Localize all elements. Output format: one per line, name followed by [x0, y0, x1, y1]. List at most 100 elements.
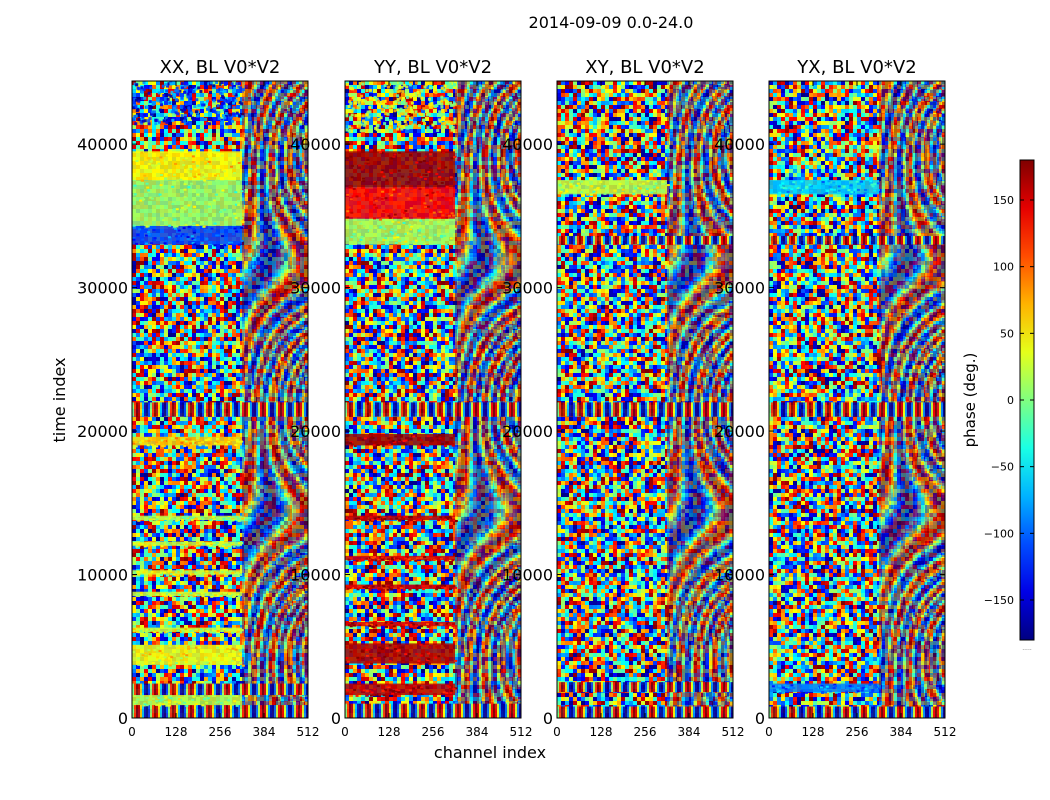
colorbar: −150 −100 −50 0 50 100 150 phase (deg.).....: [961, 159, 1035, 652]
x-tick-label: 512: [722, 725, 745, 739]
colorbar-tick-label: 150: [993, 194, 1014, 207]
panel-4: YX, BL V0*V2 0 128 256 384 512 0 10000 20000 3000…: [714, 57, 956, 739]
y-tick-label: 30000: [290, 279, 341, 298]
feature-fringe: [769, 235, 945, 245]
feature-band: [769, 179, 880, 196]
y-tick-label: 0: [331, 709, 341, 728]
feature-band: [345, 555, 455, 563]
x-tick-label: 128: [590, 725, 613, 739]
x-tick-label: 0: [553, 725, 561, 739]
feature-fringe: [557, 235, 733, 245]
y-tick-label: 20000: [290, 422, 341, 441]
y-tick-label: 30000: [502, 279, 553, 298]
feature-fringe: [345, 703, 521, 718]
feature-noise: [132, 81, 245, 126]
feature-band: [132, 541, 244, 548]
y-tick-label: 0: [755, 709, 765, 728]
y-tick-label: 10000: [502, 566, 553, 585]
x-tick-label: 384: [678, 725, 701, 739]
phase-image: [132, 81, 308, 718]
x-tick-label: 512: [934, 725, 957, 739]
colorbar-tick-label: −150: [984, 594, 1014, 607]
y-tick-label: 10000: [290, 566, 341, 585]
feature-fringe: [557, 682, 733, 693]
feature-fringe: [769, 402, 945, 417]
feature-fringe: [132, 683, 308, 696]
colorbar-tick-label: 100: [993, 261, 1014, 274]
x-tick-label: 256: [209, 725, 232, 739]
y-tick-label: 40000: [714, 135, 765, 154]
feature-band: [132, 151, 242, 182]
y-tick-label: 40000: [77, 135, 128, 154]
panel-2: YY, BL V0*V2 0 128 256 384 512 0 10000 20000 3000…: [290, 57, 532, 739]
panel-3: XY, BL V0*V2 0 128 256 384 512 0 10000 20000 3000…: [502, 57, 744, 739]
feature-band: [132, 644, 245, 667]
feature-fringe: [132, 705, 308, 718]
feature-band: [345, 515, 458, 522]
feature-band: [345, 643, 458, 666]
x-tick-label: 256: [634, 725, 657, 739]
x-tick-label: 256: [422, 725, 445, 739]
feature-band: [132, 436, 243, 448]
x-tick-label: 384: [466, 725, 489, 739]
feature-band: [132, 570, 243, 577]
feature-band: [345, 151, 457, 189]
feature-band: [132, 627, 244, 634]
feature-noise: [345, 81, 458, 133]
colorbar-tick-label: −100: [984, 527, 1014, 540]
feature-band: [132, 695, 242, 707]
figure-title: 2014-09-09 0.0-24.0: [529, 13, 694, 32]
y-tick-label: 0: [118, 709, 128, 728]
feature-band: [557, 179, 670, 197]
feature-band: [345, 218, 457, 246]
panel-title: YY, BL V0*V2: [373, 57, 492, 78]
feature-band: [345, 683, 458, 697]
phase-image: [345, 81, 521, 718]
feature-band: [132, 225, 244, 247]
feature-band: [132, 179, 245, 228]
colorbar-tick-label: −50: [991, 461, 1014, 474]
x-tick-label: 128: [165, 725, 188, 739]
x-tick-label: 384: [253, 725, 276, 739]
x-axis-label: channel index: [434, 743, 546, 762]
x-tick-label: 128: [802, 725, 825, 739]
feature-band: [769, 683, 881, 695]
y-tick-label: 40000: [502, 135, 553, 154]
panel-1: XX, BL V0*V2 0 128 256 384 512 0 10000 20000 3000…: [77, 57, 319, 739]
x-tick-label: 0: [765, 725, 773, 739]
x-tick-label: 384: [890, 725, 913, 739]
feature-band: [132, 515, 245, 522]
panels: XX, BL V0*V2 0 128 256 384 512 0 10000 20000 3000…: [77, 57, 956, 739]
x-tick-label: 256: [846, 725, 869, 739]
phase-image: [769, 81, 945, 718]
x-tick-label: 0: [128, 725, 136, 739]
feature-band: [345, 433, 455, 448]
y-tick-label: 20000: [77, 422, 128, 441]
feature-fringe: [769, 706, 945, 718]
y-tick-label: 20000: [502, 422, 553, 441]
x-tick-label: 128: [378, 725, 401, 739]
x-tick-label: 512: [510, 725, 533, 739]
feature-fringe: [557, 402, 733, 417]
y-axis-label: time index: [50, 357, 69, 442]
feature-band: [345, 621, 456, 629]
feature-band: [345, 187, 456, 221]
panel-title: XY, BL V0*V2: [585, 57, 704, 78]
phase-image: [557, 81, 733, 718]
feature-band: [345, 584, 458, 591]
y-tick-label: 30000: [77, 279, 128, 298]
x-tick-label: 0: [341, 725, 349, 739]
feature-band: [132, 591, 242, 598]
colorbar-label: phase (deg.): [961, 353, 979, 448]
feature-fringe: [557, 706, 733, 718]
colorbar-tick-label: 50: [1000, 327, 1014, 340]
colorbar-offset-text: .....: [1022, 645, 1032, 652]
y-tick-label: 40000: [290, 135, 341, 154]
y-tick-label: 0: [543, 709, 553, 728]
y-tick-label: 20000: [714, 422, 765, 441]
feature-fringe: [132, 402, 308, 417]
y-tick-label: 10000: [714, 566, 765, 585]
y-tick-label: 30000: [714, 279, 765, 298]
feature-fringe: [345, 402, 521, 417]
